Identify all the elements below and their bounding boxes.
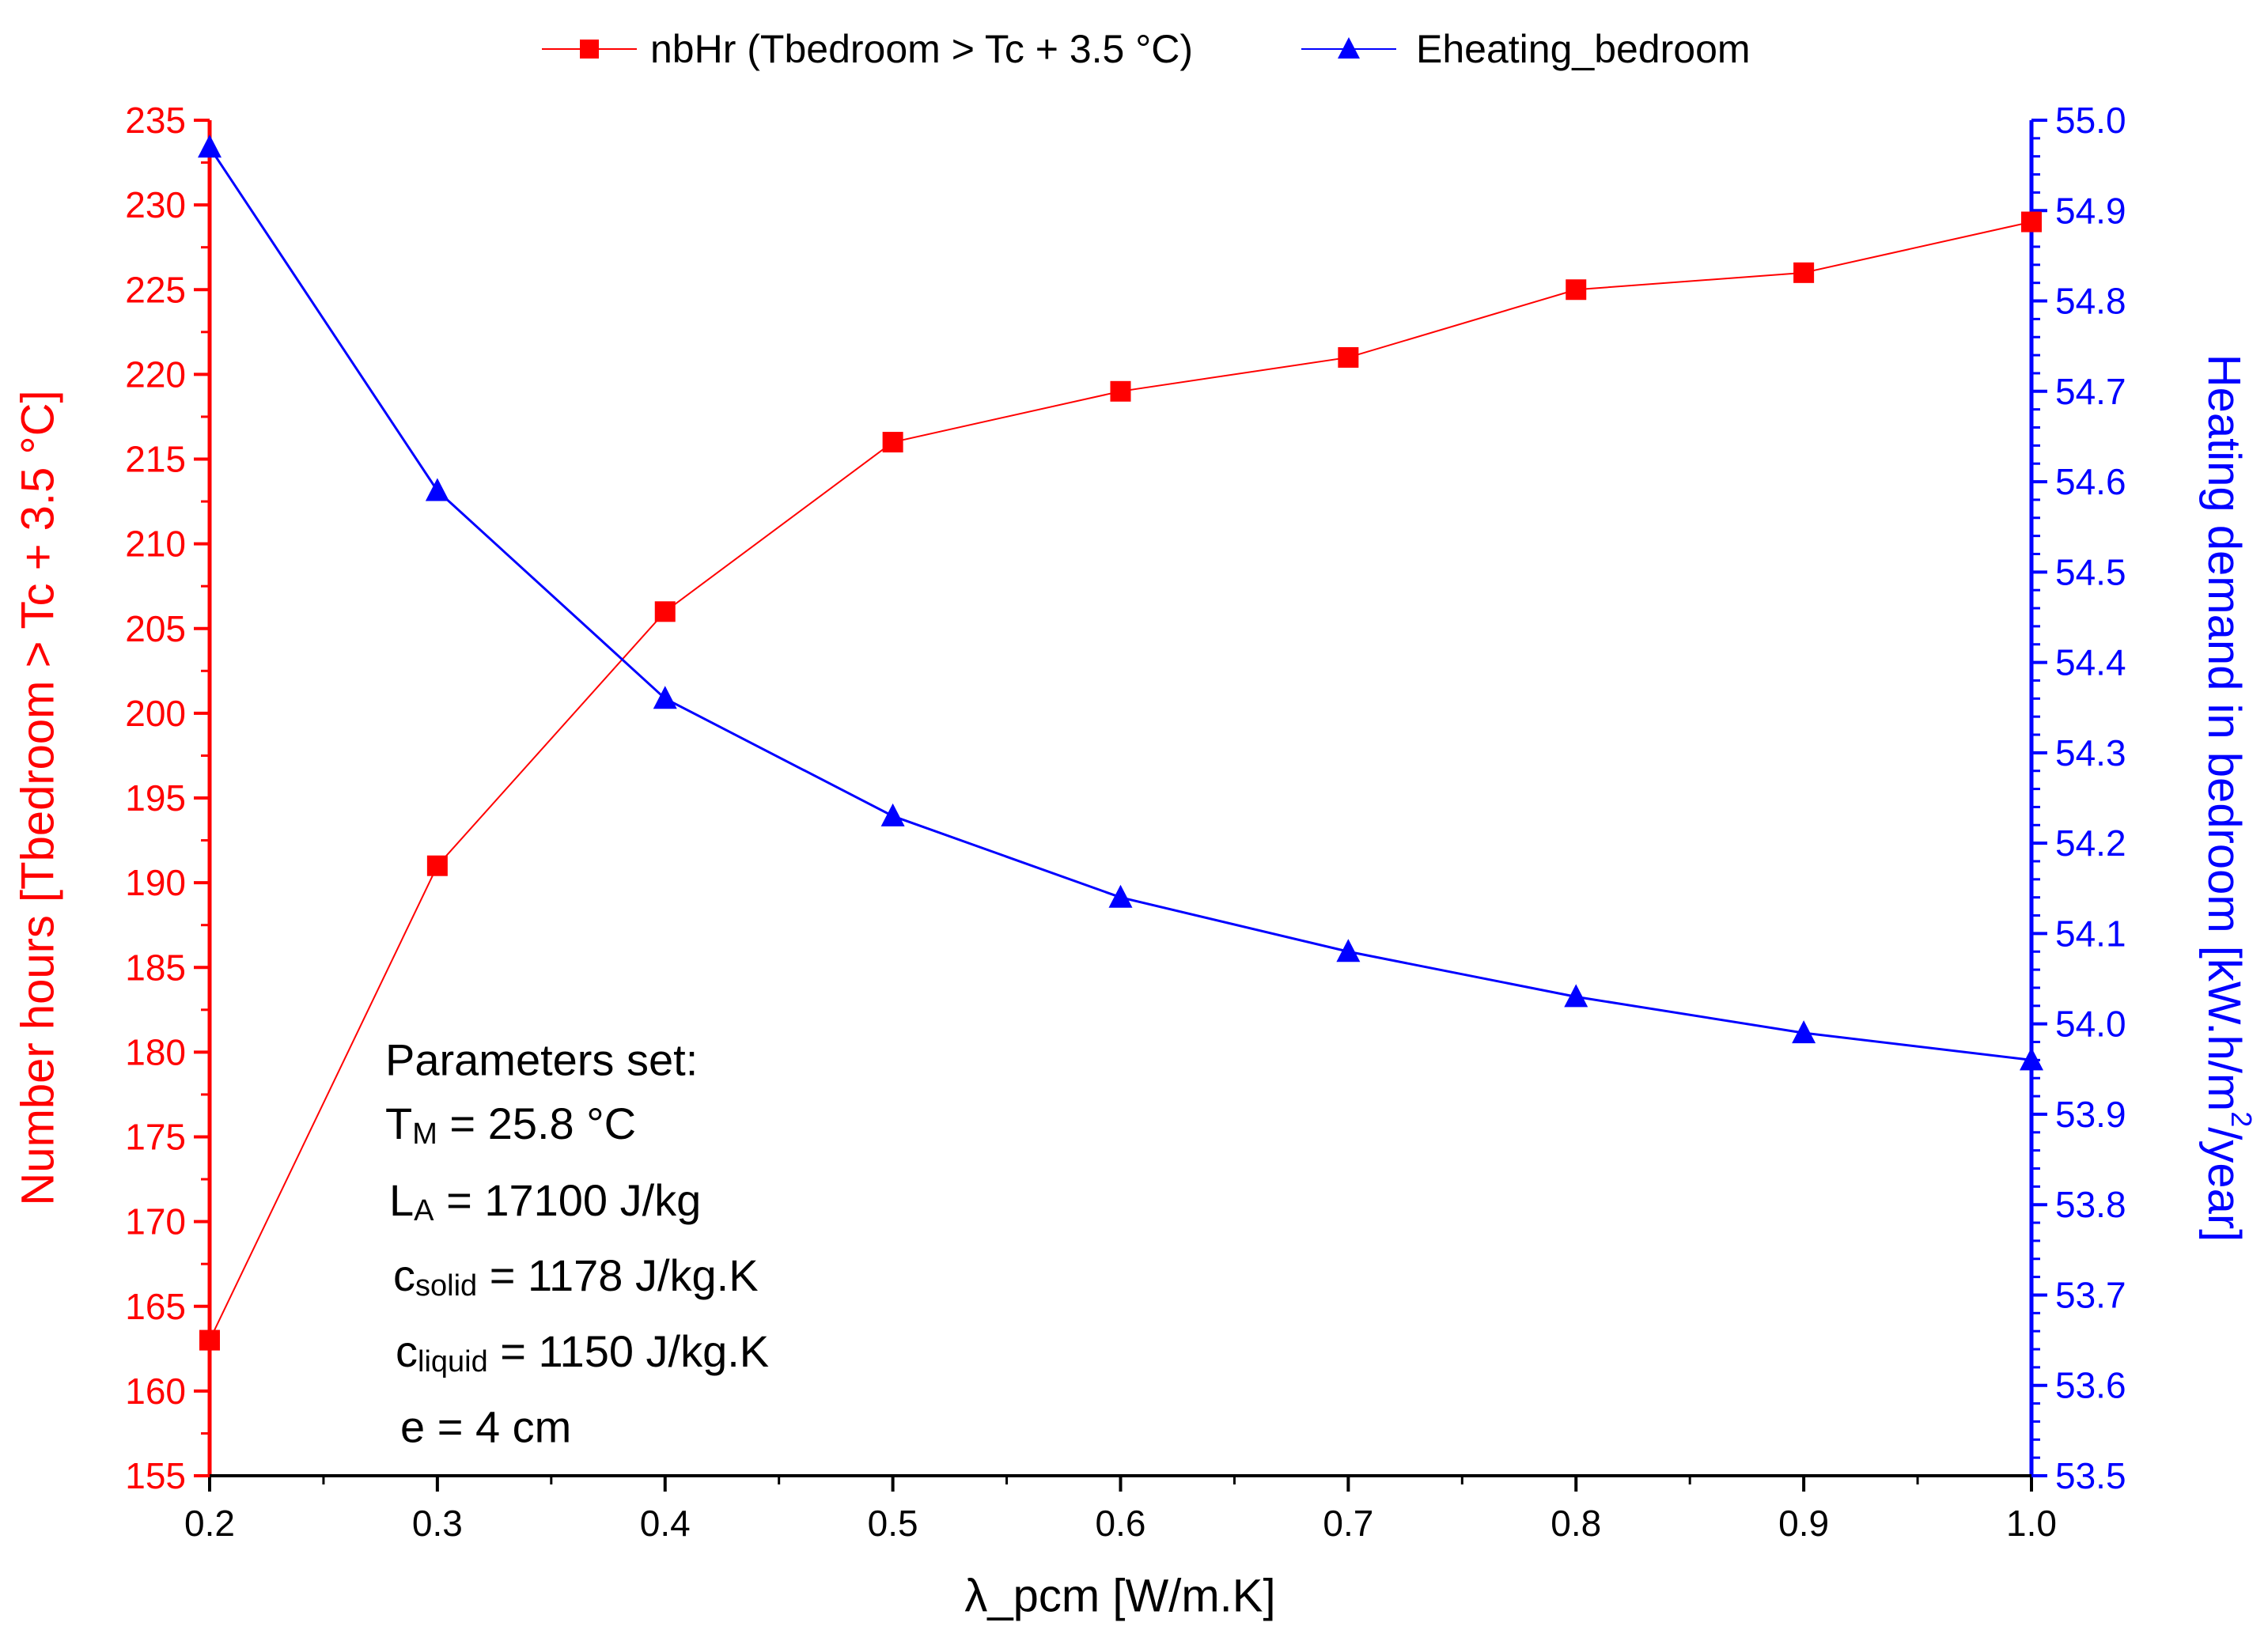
annotation-line-csolid: csolid = 1178 J/kg.K — [393, 1250, 759, 1303]
annotation-title: Parameters set: — [385, 1035, 698, 1085]
left-y-tick-label: 235 — [125, 100, 186, 141]
legend-marker-triangle — [1338, 37, 1360, 59]
data-point-nbhr — [1566, 279, 1587, 301]
right-y-tick-label: 54.3 — [2055, 732, 2126, 773]
right-y-tick-label: 54.1 — [2055, 913, 2126, 954]
left-y-tick-label: 195 — [125, 777, 186, 819]
data-point-eheating — [1564, 984, 1588, 1008]
data-point-eheating — [425, 478, 449, 501]
series-line-eheating — [208, 146, 2032, 1061]
x-tick-label: 0.3 — [412, 1503, 463, 1544]
data-point-eheating — [2020, 1047, 2043, 1071]
x-tick-label: 0.5 — [868, 1503, 918, 1544]
right-y-ticks: 53.5 53.6 53.7 53.8 53.9 54.0 54.1 54.2 54.3 54.4… — [2031, 100, 2126, 1496]
left-y-tick-label: 170 — [125, 1201, 186, 1242]
left-axis-title: Number hours [Tbedroom > Tc + 3.5 °C] — [13, 390, 64, 1205]
annotation-line-la: LA = 17100 J/kg — [389, 1175, 701, 1228]
data-point-eheating — [653, 686, 677, 709]
right-y-tick-label: 54.2 — [2055, 822, 2126, 864]
data-point-eheating — [1336, 939, 1361, 962]
data-point-nbhr — [1793, 262, 1815, 283]
right-axis-title-sup: 2 — [2226, 1111, 2259, 1127]
right-axis-title-main: Heating demand in bedroom [kW.h/m — [2199, 354, 2251, 1111]
annotation-line-tm: TM = 25.8 °C — [385, 1099, 636, 1152]
right-y-tick-label: 54.0 — [2055, 1004, 2126, 1045]
left-y-tick-label: 205 — [125, 608, 186, 649]
left-y-tick-label: 215 — [125, 439, 186, 480]
right-y-tick-label: 55.0 — [2055, 100, 2126, 141]
left-y-tick-label: 175 — [125, 1117, 186, 1158]
right-y-tick-label: 54.4 — [2055, 642, 2126, 683]
left-y-tick-label: 160 — [125, 1371, 186, 1412]
right-axis-title: Heating demand in bedroom [kW.h/m2/year] — [2199, 354, 2259, 1242]
annotation-line-cliquid: cliquid = 1150 J/kg.K — [396, 1326, 769, 1379]
right-y-tick-label: 53.9 — [2055, 1094, 2126, 1135]
left-y-tick-label: 180 — [125, 1031, 186, 1072]
right-y-tick-label: 53.8 — [2055, 1184, 2126, 1225]
data-point-nbhr — [2021, 211, 2042, 233]
data-point-nbhr — [1338, 346, 1359, 368]
left-y-tick-label: 230 — [125, 184, 186, 225]
data-point-nbhr — [199, 1329, 220, 1351]
x-ticks: 0.2 0.3 0.4 0.5 0.6 0.7 0.8 0.9 1.0 — [184, 1476, 2057, 1544]
series-markers-eheating — [198, 134, 2043, 1071]
left-y-tick-label: 200 — [125, 693, 186, 734]
data-point-eheating — [1792, 1020, 1816, 1044]
left-y-tick-label: 165 — [125, 1286, 186, 1327]
left-y-tick-label: 225 — [125, 269, 186, 310]
data-point-eheating — [198, 134, 221, 158]
parameters-annotation: Parameters set: TM = 25.8 °C LA = 17100 … — [385, 1035, 769, 1452]
data-point-nbhr — [1110, 380, 1131, 402]
series-markers-nbhr — [199, 211, 2042, 1351]
left-y-tick-label: 190 — [125, 862, 186, 903]
legend: nbHr (Tbedroom > Tc + 3.5 °C) Eheating_b… — [542, 27, 1751, 71]
data-point-eheating — [1108, 884, 1133, 908]
x-tick-label: 0.6 — [1096, 1503, 1146, 1544]
right-y-tick-label: 53.5 — [2055, 1455, 2126, 1496]
data-point-nbhr — [654, 601, 676, 622]
x-tick-label: 0.9 — [1778, 1503, 1829, 1544]
x-tick-label: 1.0 — [2006, 1503, 2057, 1544]
right-y-tick-label: 54.9 — [2055, 190, 2126, 231]
x-tick-label: 0.2 — [184, 1503, 235, 1544]
x-tick-label: 0.8 — [1550, 1503, 1601, 1544]
left-y-ticks: 155 160 165 170 175 180 185 190 195 200 205 210 215 2… — [125, 100, 210, 1496]
right-y-tick-label: 53.6 — [2055, 1365, 2126, 1406]
right-axis-title-tail: /year] — [2199, 1127, 2251, 1242]
right-y-tick-label: 54.6 — [2055, 461, 2126, 502]
legend-label-eheating: Eheating_bedroom — [1416, 27, 1751, 71]
left-y-tick-label: 185 — [125, 947, 186, 988]
data-point-nbhr — [882, 432, 903, 453]
right-y-tick-label: 54.8 — [2055, 281, 2126, 322]
left-y-tick-label: 220 — [125, 354, 186, 395]
data-point-nbhr — [426, 855, 448, 876]
data-point-eheating — [880, 803, 905, 826]
legend-marker-square — [580, 40, 599, 59]
left-y-tick-label: 210 — [125, 524, 186, 565]
x-tick-label: 0.4 — [640, 1503, 691, 1544]
x-axis-title: λ_pcm [W/m.K] — [964, 1571, 1275, 1622]
x-tick-label: 0.7 — [1323, 1503, 1373, 1544]
legend-label-nbhr: nbHr (Tbedroom > Tc + 3.5 °C) — [650, 27, 1193, 71]
right-y-tick-label: 54.5 — [2055, 551, 2126, 592]
left-y-tick-label: 155 — [125, 1455, 186, 1496]
right-y-tick-label: 54.7 — [2055, 371, 2126, 412]
annotation-line-e: e = 4 cm — [400, 1402, 571, 1452]
right-y-tick-label: 53.7 — [2055, 1274, 2126, 1315]
